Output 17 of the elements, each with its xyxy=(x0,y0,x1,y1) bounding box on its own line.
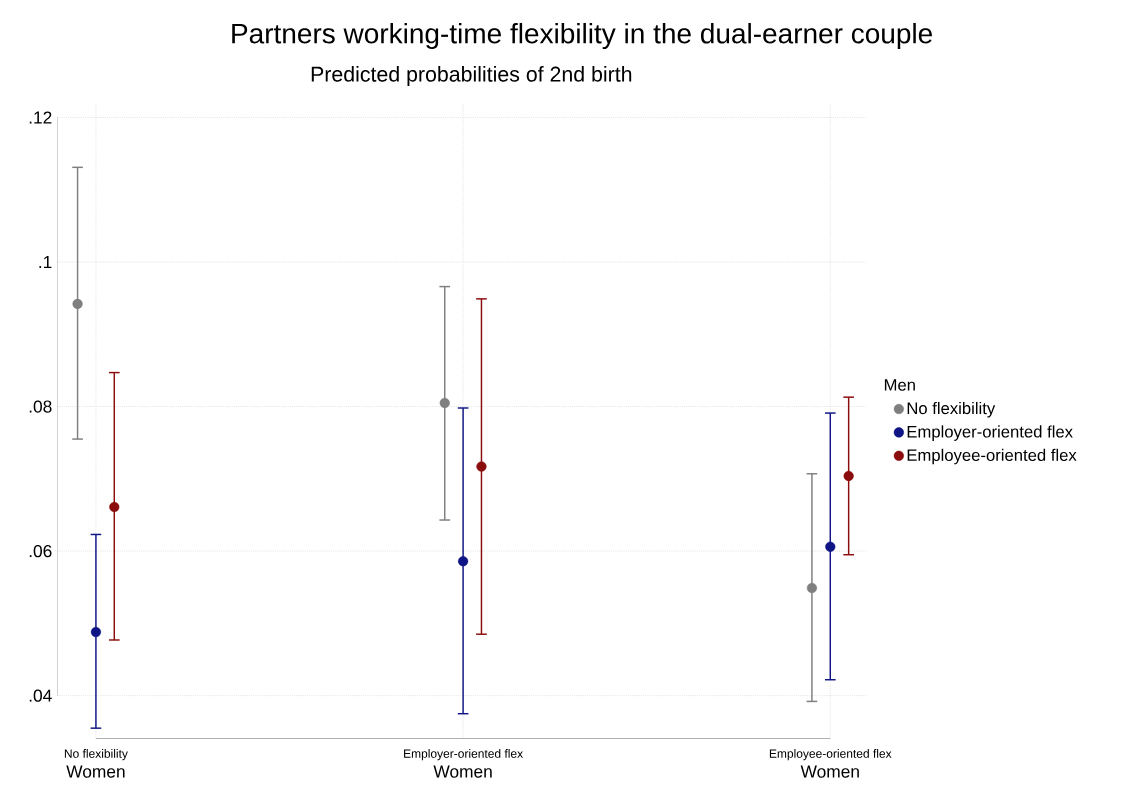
x-tick-label: Employee-oriented flex xyxy=(769,749,892,761)
y-tick-label: .12 xyxy=(29,111,52,124)
chart-title: Partners working-time flexibility in the dual-earner couple xyxy=(232,22,932,50)
x-tick-label: No flexibility xyxy=(64,749,128,761)
legend-title: Men xyxy=(884,379,915,391)
x-axis-title: Women xyxy=(66,765,125,778)
text: Women xyxy=(800,765,859,778)
legend-label: No flexibility xyxy=(907,401,996,418)
text: Women xyxy=(433,765,492,778)
y-tick-label: .1 xyxy=(39,256,52,268)
x-tick-label: Employer-oriented flex xyxy=(404,749,523,761)
y-tick-label: .08 xyxy=(29,400,52,413)
chart-subtitle: Predicted probabilities of 2nd birth xyxy=(311,66,632,86)
legend-label: Employee-oriented flex xyxy=(907,448,1077,465)
y-tick-label: .04 xyxy=(29,689,52,702)
y-tick-label: .06 xyxy=(29,544,52,558)
legend-label: Employer-oriented flex xyxy=(907,425,1073,441)
